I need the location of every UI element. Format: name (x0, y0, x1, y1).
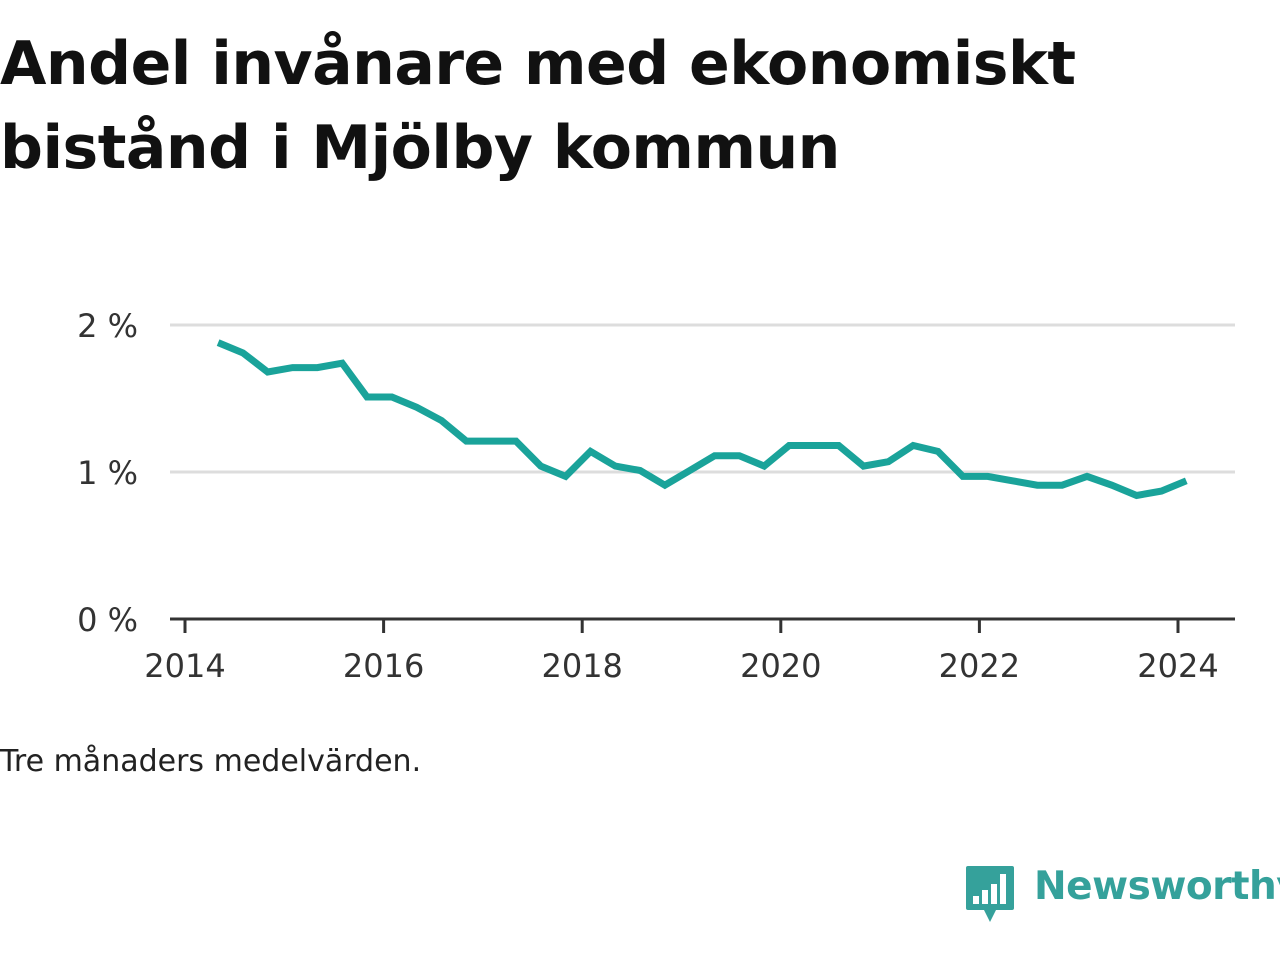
x-tick-label: 2018 (541, 647, 622, 685)
bar-chart-speech-bubble-icon (966, 866, 1014, 922)
y-tick-label: 0 % (77, 601, 138, 639)
y-tick-label: 2 % (77, 307, 138, 345)
x-tick-label: 2022 (939, 647, 1020, 685)
y-tick-label: 1 % (77, 454, 138, 492)
axes: 0 % 1 % 2 % 2014 2016 2018 2020 2022 2024 (77, 307, 1235, 685)
x-tick-label: 2016 (343, 647, 424, 685)
chart-title: Andel invånare med ekonomiskt bistånd i … (0, 29, 1076, 183)
chart-caption: Tre månaders medelvärden. (0, 744, 422, 779)
x-tick-label: 2020 (740, 647, 821, 685)
series-line (216, 339, 1188, 500)
x-tick-label: 2014 (144, 647, 225, 685)
series (216, 339, 1188, 500)
brand-name: Newsworthy (1034, 864, 1280, 909)
x-tick-label: 2024 (1137, 647, 1218, 685)
gridlines (170, 323, 1235, 474)
line-chart: 0 % 1 % 2 % 2014 2016 2018 2020 2022 2024 (77, 307, 1235, 685)
